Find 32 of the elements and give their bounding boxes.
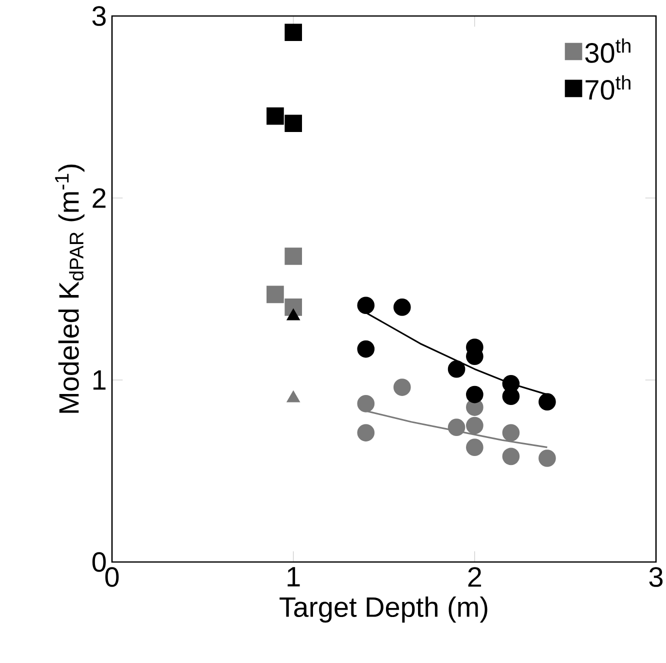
point [448, 360, 466, 378]
point [284, 24, 302, 42]
x-tick-label: 3 [649, 567, 663, 587]
point [502, 448, 520, 466]
x-tick-label: 2 [468, 567, 482, 587]
y-axis-title: Modeled K$_{dPAR}$ (m$^{-1}$) [55, 164, 84, 413]
y-tick-label: 2 [92, 188, 106, 208]
point [357, 394, 375, 412]
x-tick-label: 0 [105, 567, 119, 587]
point [448, 418, 466, 436]
x-axis-title: Target Depth (m) [280, 596, 488, 623]
point [266, 107, 284, 125]
x-tick-label: 1 [288, 567, 300, 586]
point [538, 393, 556, 411]
point [357, 296, 375, 314]
point [357, 340, 375, 358]
point [357, 424, 375, 442]
y-tick-label: 0 [92, 552, 106, 572]
point [538, 450, 556, 467]
point [393, 298, 411, 316]
point [266, 286, 284, 304]
legend-label: 70$^{th}$ [586, 75, 630, 100]
legend-label: 30$^{th}$ [585, 38, 630, 63]
y-tick-label: 3 [92, 6, 106, 26]
point [502, 424, 520, 442]
point [393, 378, 411, 396]
y-tick-label: 1 [93, 370, 106, 390]
point [284, 248, 302, 265]
point [466, 438, 484, 456]
point [466, 416, 484, 434]
point [466, 386, 484, 404]
point [284, 114, 302, 132]
